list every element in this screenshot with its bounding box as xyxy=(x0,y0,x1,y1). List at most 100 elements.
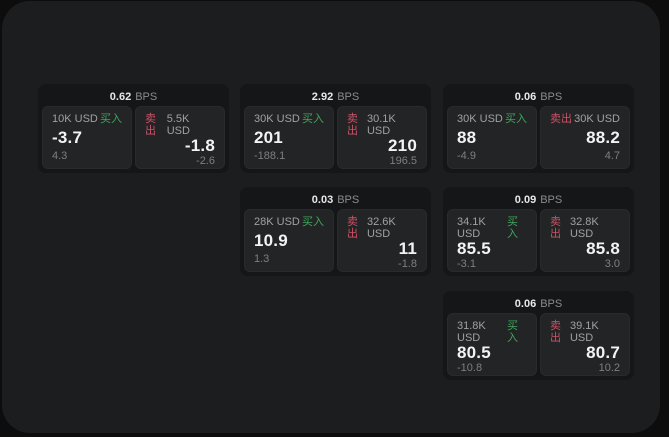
buy-tag[interactable]: 买入 xyxy=(505,113,527,125)
quote-card: 0.62 BPS 10K USD 买入 -3.7 4.3 卖出 5.5K USD… xyxy=(38,84,229,173)
buy-price: 88 xyxy=(457,127,477,147)
bps-unit-label: BPS xyxy=(540,298,563,310)
buy-quote-panel[interactable]: 31.8K USD 买入 80.5 -10.8 xyxy=(447,313,537,376)
buy-quote-panel[interactable]: 30K USD 买入 88 -4.9 xyxy=(447,106,537,169)
buy-quote-panel[interactable]: 28K USD 买入 10.9 1.3 xyxy=(244,209,334,272)
buy-top-row: 30K USD 买入 xyxy=(254,113,324,125)
card-header: 0.09 BPS xyxy=(447,191,630,209)
sell-price: 88.2 xyxy=(586,127,620,147)
card-body: 30K USD 买入 88 -4.9 卖出 30K USD 88.2 4.7 xyxy=(447,106,630,169)
card-body: 28K USD 买入 10.9 1.3 卖出 32.6K USD 11 -1.8 xyxy=(244,209,427,272)
sell-quote-panel[interactable]: 卖出 32.6K USD 11 -1.8 xyxy=(337,209,427,272)
quote-card: 0.06 BPS 30K USD 买入 88 -4.9 卖出 30K USD 8… xyxy=(443,84,634,173)
sell-size-label: 30.1K USD xyxy=(366,113,396,137)
buy-price: 201 xyxy=(254,127,283,147)
sell-delta: 4.7 xyxy=(604,150,620,162)
buy-size-label: 30K USD xyxy=(457,113,503,125)
buy-top-row: 31.8K USD 买入 xyxy=(457,320,527,344)
buy-tag[interactable]: 买入 xyxy=(100,113,122,125)
sell-size-label: 32.8K USD xyxy=(569,216,599,240)
sell-price: -1.8 xyxy=(184,136,215,155)
sell-tag[interactable]: 卖出 xyxy=(550,113,572,125)
card-header: 0.06 BPS xyxy=(447,88,630,106)
buy-tag[interactable]: 买入 xyxy=(507,216,519,240)
buy-price: 10.9 xyxy=(254,230,288,250)
bps-unit-label: BPS xyxy=(337,194,360,206)
buy-top-row: 34.1K USD 买入 xyxy=(457,216,527,240)
bps-unit-label: BPS xyxy=(540,91,563,103)
sell-tag[interactable]: 卖出 xyxy=(145,113,156,137)
main-panel: 0.62 BPS 10K USD 买入 -3.7 4.3 卖出 5.5K USD… xyxy=(2,1,660,433)
sell-tag[interactable]: 卖出 xyxy=(550,216,561,240)
buy-size-label: 31.8K USD xyxy=(457,320,486,344)
buy-top-row: 28K USD 买入 xyxy=(254,216,324,228)
sell-delta: -1.8 xyxy=(398,258,417,270)
card-header: 0.06 BPS xyxy=(447,295,630,313)
bps-value: 0.06 xyxy=(514,91,537,103)
card-body: 10K USD 买入 -3.7 4.3 卖出 5.5K USD -1.8 -2.… xyxy=(42,106,225,169)
buy-delta: -188.1 xyxy=(254,150,286,162)
bps-value: 2.92 xyxy=(311,91,334,103)
bps-value: 0.09 xyxy=(514,194,537,206)
buy-size-label: 10K USD xyxy=(52,113,98,125)
sell-top-row: 卖出 30.1K USD xyxy=(347,113,417,137)
sell-size-label: 30K USD xyxy=(574,113,620,125)
buy-tag[interactable]: 买入 xyxy=(507,320,519,344)
sell-price: 11 xyxy=(398,239,417,258)
buy-size-label: 28K USD xyxy=(254,216,300,228)
sell-top-row: 卖出 39.1K USD xyxy=(550,320,620,344)
sell-top-row: 卖出 32.6K USD xyxy=(347,216,417,240)
quote-card: 0.09 BPS 34.1K USD 买入 85.5 -3.1 卖出 32.8K… xyxy=(443,187,634,276)
card-body: 31.8K USD 买入 80.5 -10.8 卖出 39.1K USD 80.… xyxy=(447,313,630,376)
buy-tag[interactable]: 买入 xyxy=(302,113,324,125)
bps-value: 0.06 xyxy=(514,298,537,310)
sell-size-label: 32.6K USD xyxy=(366,216,396,240)
bps-value: 0.62 xyxy=(109,91,132,103)
sell-delta: 3.0 xyxy=(604,258,620,270)
buy-top-row: 10K USD 买入 xyxy=(52,113,122,125)
sell-tag[interactable]: 卖出 xyxy=(347,113,358,137)
bps-value: 0.03 xyxy=(311,194,334,206)
sell-price: 210 xyxy=(388,136,417,155)
sell-quote-panel[interactable]: 卖出 30K USD 88.2 4.7 xyxy=(540,106,630,169)
buy-price: 80.5 xyxy=(457,343,491,362)
buy-delta: 4.3 xyxy=(52,150,68,162)
sell-size-label: 5.5K USD xyxy=(166,113,190,137)
sell-delta: -2.6 xyxy=(196,155,215,167)
card-header: 2.92 BPS xyxy=(244,88,427,106)
buy-delta: -3.1 xyxy=(457,258,476,270)
sell-top-row: 卖出 32.8K USD xyxy=(550,216,620,240)
buy-quote-panel[interactable]: 34.1K USD 买入 85.5 -3.1 xyxy=(447,209,537,272)
bps-unit-label: BPS xyxy=(540,194,563,206)
buy-quote-panel[interactable]: 30K USD 买入 201 -188.1 xyxy=(244,106,334,169)
buy-top-row: 30K USD 买入 xyxy=(457,113,527,125)
bps-unit-label: BPS xyxy=(337,91,360,103)
sell-delta: 10.2 xyxy=(598,362,620,374)
sell-tag[interactable]: 卖出 xyxy=(347,216,358,240)
card-header: 0.62 BPS xyxy=(42,88,225,106)
buy-delta: -4.9 xyxy=(457,150,476,162)
sell-quote-panel[interactable]: 卖出 32.8K USD 85.8 3.0 xyxy=(540,209,630,272)
sell-top-row: 卖出 30K USD xyxy=(550,113,620,125)
sell-price: 80.7 xyxy=(586,343,620,362)
buy-price: -3.7 xyxy=(52,127,83,147)
bps-unit-label: BPS xyxy=(135,91,158,103)
buy-price: 85.5 xyxy=(457,239,491,258)
sell-tag[interactable]: 卖出 xyxy=(550,320,561,344)
quote-card: 0.03 BPS 28K USD 买入 10.9 1.3 卖出 32.6K US… xyxy=(240,187,431,276)
buy-quote-panel[interactable]: 10K USD 买入 -3.7 4.3 xyxy=(42,106,132,169)
quote-card: 0.06 BPS 31.8K USD 买入 80.5 -10.8 卖出 39.1… xyxy=(443,291,634,380)
buy-size-label: 34.1K USD xyxy=(457,216,486,240)
buy-delta: -10.8 xyxy=(457,362,483,374)
buy-tag[interactable]: 买入 xyxy=(302,216,324,228)
sell-delta: 196.5 xyxy=(389,155,417,167)
buy-size-label: 30K USD xyxy=(254,113,300,125)
card-body: 30K USD 买入 201 -188.1 卖出 30.1K USD 210 1… xyxy=(244,106,427,169)
card-body: 34.1K USD 买入 85.5 -3.1 卖出 32.8K USD 85.8… xyxy=(447,209,630,272)
sell-quote-panel[interactable]: 卖出 39.1K USD 80.7 10.2 xyxy=(540,313,630,376)
buy-delta: 1.3 xyxy=(254,253,270,265)
quote-card: 2.92 BPS 30K USD 买入 201 -188.1 卖出 30.1K … xyxy=(240,84,431,173)
sell-quote-panel[interactable]: 卖出 5.5K USD -1.8 -2.6 xyxy=(135,106,225,169)
sell-quote-panel[interactable]: 卖出 30.1K USD 210 196.5 xyxy=(337,106,427,169)
